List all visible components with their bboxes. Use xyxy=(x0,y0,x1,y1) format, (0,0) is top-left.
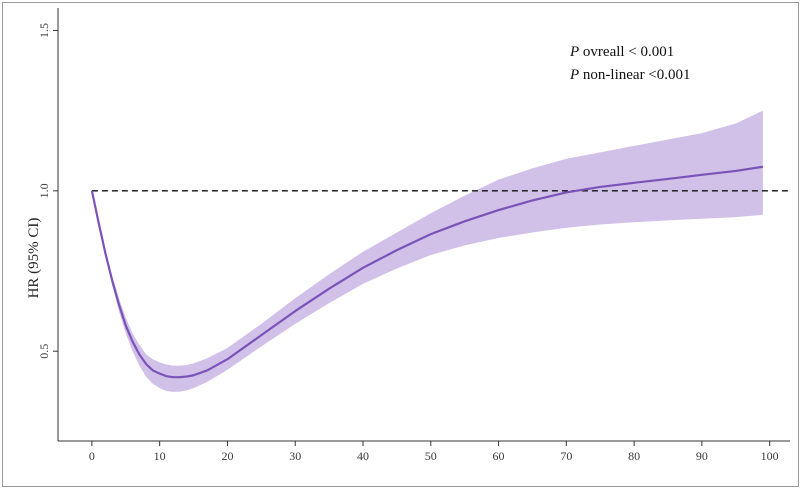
p-nonlinear-italic: P xyxy=(569,67,579,83)
x-tick-label: 0 xyxy=(89,449,95,463)
x-tick-label: 80 xyxy=(628,449,640,463)
y-axis-label: HR (95% CI) xyxy=(26,218,42,299)
x-tick-label: 60 xyxy=(493,449,505,463)
p-overall-annotation: P ovreall < 0.001 xyxy=(569,44,674,60)
x-tick-label: 20 xyxy=(221,449,233,463)
x-tick-label: 90 xyxy=(696,449,708,463)
p-overall-text: ovreall < 0.001 xyxy=(579,44,674,60)
confidence-band xyxy=(91,110,763,392)
y-tick-label: 1.5 xyxy=(37,23,51,38)
x-tick-label: 10 xyxy=(154,449,166,463)
plot-layer: 0 10 20 30 40 50 60 70 80 90 100 0.5 1.0 1.5 xyxy=(37,8,790,463)
y-tick-label: 1.0 xyxy=(37,183,51,198)
y-tick-label: 0.5 xyxy=(37,344,51,359)
p-nonlinear-text: non-linear <0.001 xyxy=(579,67,690,83)
x-tick-label: 70 xyxy=(560,449,572,463)
x-tick-label: 50 xyxy=(425,449,437,463)
x-tick-label: 30 xyxy=(289,449,301,463)
x-tick-label: 100 xyxy=(761,449,779,463)
hazard-ratio-line xyxy=(90,165,764,379)
x-tick-label: 40 xyxy=(357,449,369,463)
p-overall-italic: P xyxy=(569,44,579,60)
p-nonlinear-annotation: P non-linear <0.001 xyxy=(569,67,691,83)
